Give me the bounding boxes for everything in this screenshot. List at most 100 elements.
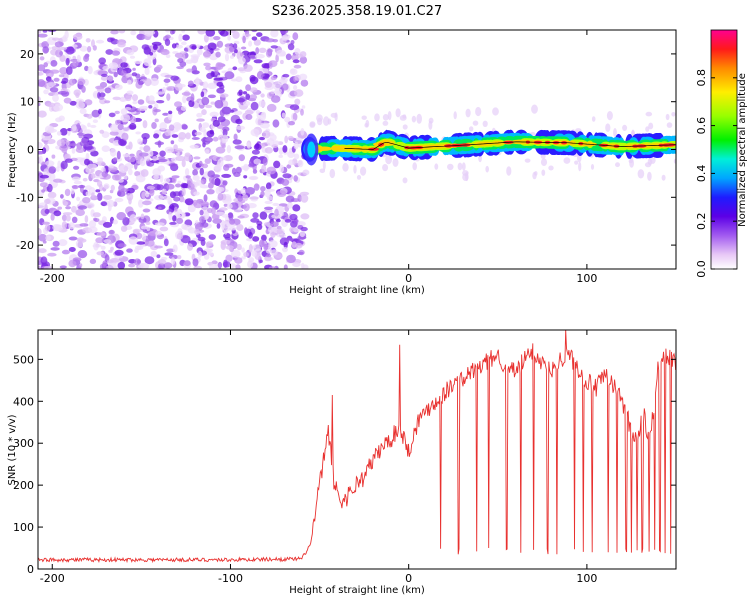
noise-blob [293,141,299,150]
noise-blob [163,262,173,269]
noise-blob [45,160,55,167]
noise-blob [68,247,76,252]
noise-blob [288,121,295,126]
noise-blob [90,124,97,128]
noise-blob [103,195,113,200]
noise-blob [153,133,160,139]
noise-blob [187,80,194,87]
noise-blob [216,40,224,48]
noise-blob [203,62,211,67]
noise-blob [201,163,209,169]
noise-blob [65,46,75,55]
sidelobe-blob [644,162,652,168]
noise-blob [43,266,54,269]
snr-frame [37,329,677,570]
noise-blob [129,116,137,124]
noise-blob [256,223,263,230]
sidelobe-blob [469,126,474,132]
noise-blob [253,143,262,151]
noise-blob [114,110,120,115]
noise-blob [41,189,45,193]
sidelobe-blob [531,104,538,114]
noise-blob [73,165,80,170]
sidelobe-blob [506,166,512,176]
noise-blob [159,150,166,157]
noise-blob [206,207,213,214]
noise-blob [138,80,144,86]
noise-blob [95,39,105,44]
spectrogram-noise-layer [38,30,310,269]
noise-blob [172,175,177,184]
noise-blob [44,208,50,214]
noise-blob [249,94,258,100]
noise-blob [225,245,234,250]
noise-blob [145,30,156,35]
noise-blob [49,87,59,93]
sidelobe-blob [605,123,611,132]
noise-blob [206,241,214,247]
noise-blob [299,191,310,196]
noise-blob [40,256,48,265]
noise-blob [141,44,150,50]
noise-blob [79,223,89,227]
noise-blob [107,75,114,82]
noise-blob [252,212,259,219]
noise-blob [215,146,226,154]
noise-blob [100,75,109,81]
noise-blob [207,170,215,178]
sidelobe-blob [548,165,554,171]
sidelobe-blob [319,168,326,174]
noise-blob [156,64,163,70]
sidelobe-blob [395,108,401,118]
noise-blob [240,187,247,196]
sidelobe-blob [475,106,482,117]
noise-blob [162,86,167,94]
spectrogram-x-tick-label: -200 [40,272,65,285]
noise-blob [219,156,227,161]
noise-blob [276,225,282,230]
noise-blob [46,82,57,87]
noise-blob [64,158,73,163]
noise-blob [211,206,216,215]
noise-blob [172,215,177,222]
noise-blob [157,140,162,148]
noise-blob [157,259,167,265]
noise-blob [201,96,210,106]
noise-blob [38,96,41,102]
snr-background [38,330,676,569]
noise-blob [275,253,283,259]
noise-blob [265,182,272,190]
noise-blob [192,258,199,267]
noise-blob [156,100,165,104]
noise-blob [249,76,259,85]
noise-blob [96,251,105,256]
noise-blob [236,97,245,103]
noise-blob [156,184,164,191]
noise-blob [135,232,143,240]
noise-blob [217,261,223,269]
noise-blob [140,169,149,177]
noise-blob [256,32,263,37]
noise-blob [293,175,299,182]
sidelobe-blob [613,128,617,137]
noise-blob [234,110,243,116]
noise-blob [223,259,228,268]
snr-y-tick-label: 0 [27,563,34,576]
noise-blob [233,133,238,141]
noise-blob [181,92,191,96]
sidelobe-blob [465,108,471,118]
noise-blob [109,148,117,157]
noise-blob [132,94,138,102]
noise-blob [209,37,214,41]
noise-blob [176,232,184,240]
noise-blob [202,142,206,148]
noise-blob [217,193,224,201]
noise-blob [50,247,60,251]
noise-blob [152,156,158,162]
colorbar-tick-label: 0.8 [695,69,708,87]
noise-blob [158,156,166,160]
snr-x-tick-label: -200 [40,572,65,585]
spectrogram-x-label: Height of straight line (km) [289,285,425,296]
noise-blob [61,77,69,84]
noise-blob [268,266,277,269]
